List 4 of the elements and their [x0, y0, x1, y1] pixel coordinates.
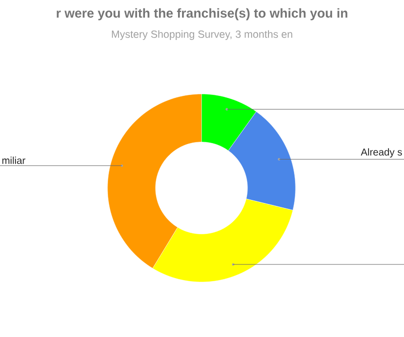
slice-label: Already s — [360, 148, 402, 158]
chart-subtitle: Mystery Shopping Survey, 3 months en — [112, 30, 292, 40]
chart-title: r were you with the franchise(s) to which you in — [56, 8, 348, 20]
slice-label: miliar — [2, 156, 26, 164]
